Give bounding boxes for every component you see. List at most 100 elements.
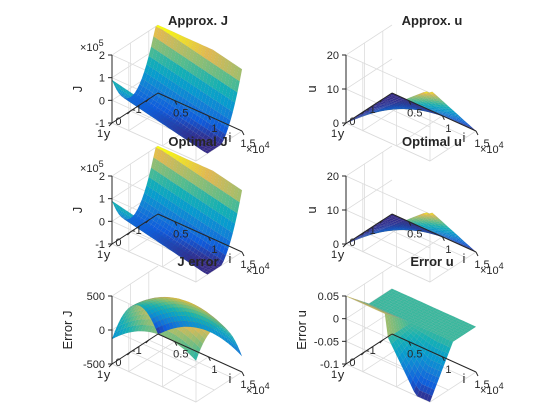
y-axis-line xyxy=(111,213,159,245)
surface-face xyxy=(442,103,449,107)
z-tick-label: 10 xyxy=(327,84,339,96)
y-tick-label: 1 xyxy=(97,249,103,261)
z-tick-label: 0 xyxy=(99,95,105,107)
surface-face xyxy=(222,125,229,135)
surface-face xyxy=(444,106,451,109)
z-tick-label: 0 xyxy=(99,216,105,228)
x-tick-label: 1.5 xyxy=(240,138,255,150)
x-tick xyxy=(408,100,412,105)
z-axis-label: u xyxy=(304,85,319,92)
y-axis-label: y xyxy=(338,126,345,141)
x-tick-label: 1 xyxy=(211,364,217,376)
y-tick-label: 1 xyxy=(331,128,337,140)
surface-face xyxy=(428,91,435,95)
y-tick-label: -1 xyxy=(366,345,376,357)
x-axis-label: i xyxy=(463,371,466,386)
z-axis-label: Error u xyxy=(294,310,309,350)
x-tick-label: 1.5 xyxy=(474,138,489,150)
y-tick-label: 0 xyxy=(115,116,121,128)
surface-face xyxy=(220,253,227,262)
y-tick xyxy=(145,98,150,103)
x-tick xyxy=(207,115,211,121)
z-tick-label: 2 xyxy=(99,50,105,62)
x-axis-label: i xyxy=(229,251,232,266)
x-axis-label: i xyxy=(229,371,232,386)
y-axis-label: y xyxy=(338,367,345,382)
z-tick-label: -0.1 xyxy=(320,359,339,371)
x-tick-label: 0.5 xyxy=(407,229,422,241)
subplot-title: J error xyxy=(177,254,218,269)
y-tick xyxy=(127,231,131,236)
surface-face xyxy=(440,101,447,105)
surface-face xyxy=(220,132,227,141)
z-gridline xyxy=(345,24,431,94)
x-exponent-label: ×104 xyxy=(246,140,270,156)
z-gridline xyxy=(345,145,431,215)
x-axis-label: i xyxy=(229,130,232,145)
y-axis-label: y xyxy=(104,367,111,382)
x-tick xyxy=(475,371,479,377)
x-tick-label: 1 xyxy=(211,244,217,256)
x-tick-label: 0.5 xyxy=(407,108,422,120)
surface-face xyxy=(435,97,442,101)
x-tick xyxy=(475,130,479,136)
x-tick-label: 1.5 xyxy=(240,259,255,271)
z-tick-label: -0.05 xyxy=(314,336,339,348)
y-tick-label: 0 xyxy=(115,237,121,249)
z-tick-label: -1 xyxy=(95,118,105,130)
surface-face xyxy=(231,90,238,103)
z-tick-label: -1 xyxy=(95,239,105,251)
x-tick xyxy=(174,221,178,226)
y-tick-label: -1 xyxy=(366,104,376,116)
y-tick-label: -1 xyxy=(366,225,376,237)
y-axis-label: y xyxy=(104,126,111,141)
surface-face xyxy=(236,187,243,203)
surface-face xyxy=(433,95,440,99)
y-tick-label: 1 xyxy=(97,128,103,140)
surface-face xyxy=(234,200,240,214)
x-tick-label: 1 xyxy=(445,364,451,376)
z-axis-label: u xyxy=(304,206,319,213)
z-tick-label: 20 xyxy=(327,171,339,183)
z-tick-label: 10 xyxy=(327,205,339,217)
x-tick-label: 0.5 xyxy=(173,108,188,120)
y-axis-line xyxy=(345,92,393,124)
z-tick-label: 1 xyxy=(99,73,105,85)
subplot-title: Optimal u xyxy=(402,134,462,149)
y-tick-label: -1 xyxy=(132,104,142,116)
x-tick xyxy=(207,236,211,242)
subplot-title: Optimal J xyxy=(168,134,227,149)
y-tick xyxy=(379,98,384,103)
x-tick xyxy=(241,251,245,257)
surface-face xyxy=(461,119,467,123)
x-tick-label: 0.5 xyxy=(407,349,422,361)
y-tick-label: 0 xyxy=(349,357,355,369)
x-axis-line xyxy=(157,92,243,132)
z-exponent-label: ×105 xyxy=(80,38,104,54)
y-tick-label: 0 xyxy=(349,237,355,249)
z-axis-label: Error J xyxy=(60,311,75,350)
x-axis-line xyxy=(391,92,477,132)
x-tick xyxy=(241,371,245,377)
y-tick xyxy=(127,110,131,115)
y-axis-line xyxy=(111,92,159,124)
z-axis-label: J xyxy=(70,86,85,93)
subplot-title: Approx. J xyxy=(168,13,228,28)
y-tick xyxy=(361,110,365,115)
z-tick-label: 0 xyxy=(99,325,105,337)
z-tick-label: 1 xyxy=(99,194,105,206)
z-tick-label: 500 xyxy=(87,291,105,303)
x-axis-line xyxy=(157,213,243,253)
z-exponent-label: ×105 xyxy=(80,159,104,175)
surface-face xyxy=(438,99,445,103)
surface-face xyxy=(227,109,233,121)
z-tick-label: 0.05 xyxy=(318,291,339,303)
z-tick-label: -500 xyxy=(83,359,105,371)
y-tick-label: 0 xyxy=(115,357,121,369)
x-tick-label: 1 xyxy=(445,123,451,135)
